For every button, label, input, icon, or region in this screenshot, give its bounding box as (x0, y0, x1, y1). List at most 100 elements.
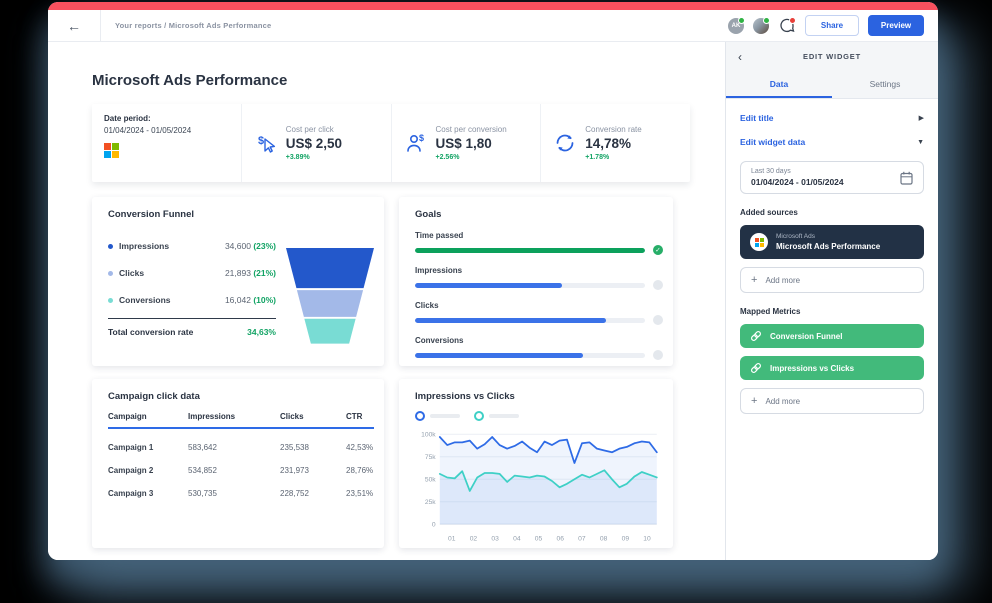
table-row: Campaign 3 530,735 228,752 23,51% (108, 489, 374, 498)
tab-settings[interactable]: Settings (869, 78, 901, 89)
kpi-strip: Date period: 01/04/2024 - 01/05/2024 $ (92, 104, 690, 182)
mapped-metric-impressions-vs-clicks[interactable]: Impressions vs Clicks (740, 356, 924, 380)
legend-label-placeholder (430, 414, 460, 418)
svg-text:01: 01 (448, 536, 456, 543)
goal-pending-icon (653, 350, 663, 360)
calendar-icon (900, 171, 913, 185)
goal-complete-check-icon: ✓ (653, 245, 663, 255)
clicks-legend-swatch (474, 411, 484, 421)
svg-text:100k: 100k (421, 432, 436, 439)
plus-icon: + (751, 273, 758, 286)
chevron-down-icon: ▼ (917, 138, 924, 146)
series-dot (108, 297, 113, 303)
svg-text:02: 02 (470, 536, 478, 543)
edit-panel-header: ‹ EDIT WIDGET (726, 42, 938, 71)
report-title: Microsoft Ads Performance (92, 72, 288, 89)
impressions-legend-swatch (415, 411, 425, 421)
date-preset-label: Last 30 days (751, 168, 791, 175)
plus-icon: + (751, 394, 758, 407)
table-row: Campaign 2 534,852 231,973 28,76% (108, 466, 374, 475)
date-range-selector[interactable]: Last 30 days 01/04/2024 - 01/05/2024 (740, 161, 924, 194)
kpi-delta: +1.78% (585, 154, 610, 161)
added-sources-label: Added sources (740, 208, 798, 217)
app-window: ← Your reports / Microsoft Ads Performan… (48, 2, 938, 560)
breadcrumb[interactable]: Your reports / Microsoft Ads Performance (115, 21, 272, 30)
legend-label-placeholder (489, 414, 519, 418)
svg-text:$: $ (258, 135, 264, 147)
goal-progress-fill (415, 247, 645, 253)
avatar-initials[interactable]: AK (728, 16, 745, 34)
widget-impressions-vs-clicks[interactable]: Impressions vs Clicks 0 25k 50k 75k 100k 01 02… (399, 379, 673, 548)
panel-back-chevron-icon[interactable]: ‹ (738, 49, 742, 64)
svg-text:03: 03 (491, 536, 499, 543)
funnel-total-row: Total conversion rate 34,63% (108, 318, 276, 337)
goal-pending-icon (653, 280, 663, 290)
chat-button[interactable] (778, 16, 796, 35)
edit-title-row[interactable]: Edit title ▶ (740, 113, 924, 123)
goal-progress-track (415, 352, 645, 358)
dollar-cursor-icon: $ (254, 132, 278, 154)
svg-text:75k: 75k (425, 454, 436, 461)
tab-data[interactable]: Data (726, 71, 832, 98)
svg-text:06: 06 (556, 536, 564, 543)
date-period-card[interactable]: Date period: 01/04/2024 - 01/05/2024 (92, 104, 241, 182)
goal-progress-fill (415, 317, 606, 323)
edit-widget-panel: ‹ EDIT WIDGET Data Settings Edit title ▶… (725, 42, 938, 560)
svg-text:$: $ (419, 133, 424, 143)
kpi-card-cost-per-click[interactable]: $ Cost per click US$ 2,50 +3.89% (240, 104, 391, 182)
back-arrow-icon: ← (67, 17, 81, 34)
edit-widget-data-link: Edit widget data (740, 137, 806, 147)
widget-campaign-click-data[interactable]: Campaign click data Campaign Impressions… (92, 379, 384, 548)
kpi-label: Cost per conversion (435, 125, 507, 134)
edit-widget-data-row[interactable]: Edit widget data ▼ (740, 137, 924, 147)
funnel-row: Clicks 21,893 (21%) (108, 268, 276, 278)
widget-conversion-funnel[interactable]: Conversion Funnel Impressions 34,600 (23… (92, 197, 384, 366)
share-button[interactable]: Share (805, 15, 859, 36)
edit-panel-tabs: Data Settings (726, 71, 938, 99)
svg-text:0: 0 (432, 522, 436, 529)
microsoft-logo-icon (750, 233, 768, 251)
campaign-table: Campaign Impressions Clicks CTR Campaign… (108, 412, 374, 498)
kpi-card-conversion-rate[interactable]: Conversion rate 14,78% +1.78% (540, 104, 690, 182)
goal-progress-track (415, 282, 645, 288)
online-status-dot (763, 16, 770, 24)
kpi-value: US$ 1,80 (435, 136, 492, 151)
table-row: Campaign 1 583,642 235,538 42,53% (108, 443, 374, 452)
source-card-microsoft-ads[interactable]: Microsoft Ads Microsoft Ads Performance (740, 225, 924, 259)
funnel-row: Impressions 34,600 (23%) (108, 241, 276, 251)
mapped-metric-conversion-funnel[interactable]: Conversion Funnel (740, 324, 924, 348)
add-metric-button[interactable]: + Add more (740, 388, 924, 414)
avatar-photo[interactable] (753, 16, 770, 34)
link-icon (751, 363, 761, 373)
widget-goals[interactable]: Goals Time passed ✓ Impressions (399, 197, 673, 366)
impressions-vs-clicks-chart: 0 25k 50k 75k 100k 01 02 03 04 05 06 07 08 09 10 (421, 432, 658, 543)
topbar: ← Your reports / Microsoft Ads Performan… (48, 10, 938, 42)
svg-text:25k: 25k (425, 499, 436, 506)
goal-row: Impressions (415, 266, 663, 290)
preview-button[interactable]: Preview (868, 15, 924, 36)
kpi-delta: +2.56% (435, 154, 460, 161)
online-status-dot (738, 16, 745, 24)
add-source-button[interactable]: + Add more (740, 267, 924, 293)
avatar-initials-label: AK (731, 22, 741, 29)
svg-text:08: 08 (600, 536, 608, 543)
kpi-value: US$ 2,50 (285, 136, 343, 151)
brand-color-strip (48, 2, 938, 10)
svg-text:10: 10 (643, 536, 651, 543)
goal-row: Clicks (415, 301, 663, 325)
kpi-value: 14,78% (585, 136, 632, 151)
table-header-row: Campaign Impressions Clicks CTR (108, 412, 374, 429)
mapped-metrics-label: Mapped Metrics (740, 307, 801, 316)
widget-title: Impressions vs Clicks (415, 391, 515, 402)
source-provider: Microsoft Ads (776, 233, 816, 240)
goal-progress-track (415, 247, 645, 253)
link-icon (751, 331, 761, 341)
kpi-card-cost-per-conversion[interactable]: $ Cost per conversion US$ 1,80 +2.56% (390, 104, 541, 182)
back-button[interactable]: ← (48, 10, 101, 41)
notification-dot (789, 16, 796, 24)
goal-row: Conversions (415, 336, 663, 360)
edit-panel-title: EDIT WIDGET (803, 52, 861, 61)
widget-title: Conversion Funnel (108, 209, 195, 220)
svg-text:50k: 50k (425, 477, 436, 484)
goal-progress-fill (415, 282, 563, 288)
